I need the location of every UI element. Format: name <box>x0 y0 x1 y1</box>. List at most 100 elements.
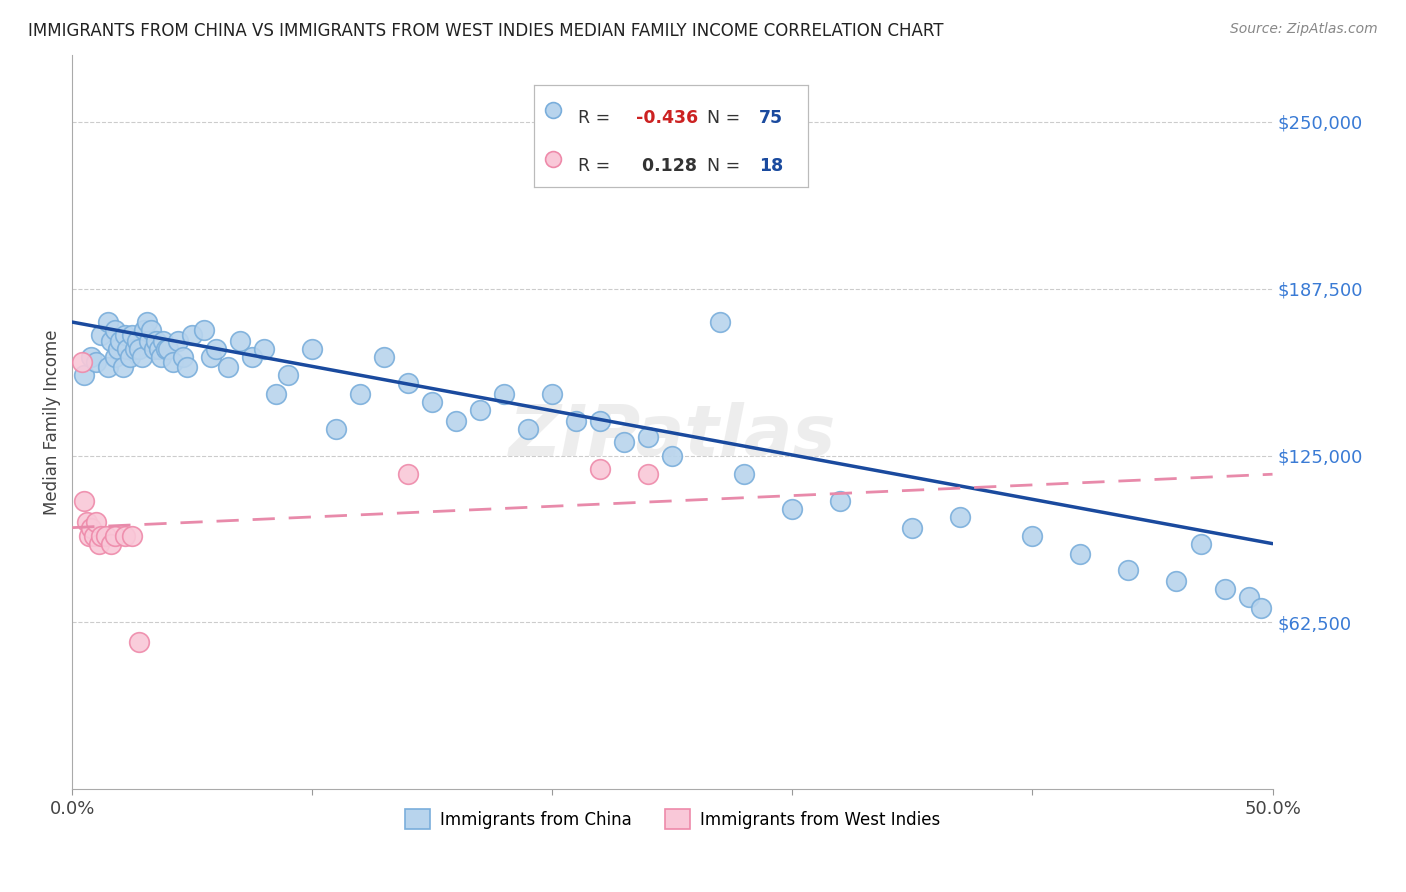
Point <box>176 360 198 375</box>
Point <box>80 350 103 364</box>
Point <box>166 334 188 348</box>
Point <box>100 536 122 550</box>
Point <box>396 376 419 391</box>
Point <box>100 334 122 348</box>
Point <box>114 328 136 343</box>
Point <box>830 494 852 508</box>
Point <box>104 350 127 364</box>
Point <box>110 334 132 348</box>
Point <box>76 516 98 530</box>
Point <box>162 355 184 369</box>
Point <box>84 516 107 530</box>
Point <box>1237 590 1260 604</box>
Point <box>131 350 153 364</box>
Point <box>138 334 160 348</box>
Point <box>301 342 323 356</box>
Point <box>1250 600 1272 615</box>
Point <box>117 342 139 356</box>
Y-axis label: Median Family Income: Median Family Income <box>44 329 60 515</box>
Point <box>90 328 112 343</box>
Text: 18: 18 <box>759 157 783 175</box>
Point <box>217 360 239 375</box>
Point <box>125 334 148 348</box>
Point <box>1069 547 1091 561</box>
Point <box>349 387 371 401</box>
Point <box>83 528 105 542</box>
Point <box>541 387 564 401</box>
Point <box>73 368 96 383</box>
Point <box>114 528 136 542</box>
Text: IMMIGRANTS FROM CHINA VS IMMIGRANTS FROM WEST INDIES MEDIAN FAMILY INCOME CORREL: IMMIGRANTS FROM CHINA VS IMMIGRANTS FROM… <box>28 22 943 40</box>
Point <box>134 323 156 337</box>
Point <box>543 103 565 118</box>
Point <box>148 342 170 356</box>
Point <box>229 334 252 348</box>
Legend: Immigrants from China, Immigrants from West Indies: Immigrants from China, Immigrants from W… <box>398 802 946 836</box>
Point <box>589 414 612 428</box>
Point <box>240 350 263 364</box>
Point <box>266 387 288 401</box>
Point <box>111 360 134 375</box>
Point <box>1021 528 1043 542</box>
Text: ZIPatlas: ZIPatlas <box>509 402 837 471</box>
Point <box>470 403 492 417</box>
Point <box>150 350 173 364</box>
Point <box>141 323 163 337</box>
Point <box>107 342 129 356</box>
Point <box>155 342 177 356</box>
Point <box>84 355 107 369</box>
Point <box>97 360 120 375</box>
Point <box>373 350 395 364</box>
Point <box>97 315 120 329</box>
Text: -0.436: -0.436 <box>636 109 697 127</box>
Point <box>145 334 167 348</box>
Point <box>733 467 755 482</box>
Point <box>901 521 924 535</box>
Point <box>565 414 588 428</box>
Point <box>77 528 100 542</box>
Point <box>949 510 972 524</box>
Point <box>661 449 683 463</box>
Point <box>124 342 146 356</box>
Point <box>94 528 117 542</box>
Point <box>637 430 659 444</box>
Point <box>104 323 127 337</box>
Point <box>121 328 143 343</box>
Point <box>517 422 540 436</box>
Point <box>420 395 443 409</box>
Point <box>396 467 419 482</box>
Point <box>205 342 228 356</box>
Point <box>446 414 468 428</box>
Point <box>73 494 96 508</box>
Point <box>70 355 93 369</box>
Point <box>1189 536 1212 550</box>
Point <box>709 315 731 329</box>
Point <box>135 315 157 329</box>
Text: 0.128: 0.128 <box>636 157 697 175</box>
Point <box>1118 563 1140 577</box>
Point <box>494 387 516 401</box>
Point <box>253 342 276 356</box>
Point <box>172 350 194 364</box>
Point <box>782 502 804 516</box>
Text: N =: N = <box>707 109 745 127</box>
Point <box>128 635 150 649</box>
Point <box>200 350 222 364</box>
Point <box>325 422 347 436</box>
Point <box>1166 574 1188 588</box>
Text: R =: R = <box>578 157 616 175</box>
Point <box>87 536 110 550</box>
Point <box>589 462 612 476</box>
Point <box>118 350 141 364</box>
Point <box>613 435 636 450</box>
Text: 75: 75 <box>759 109 783 127</box>
Point <box>277 368 299 383</box>
Point <box>543 152 565 166</box>
Point <box>121 528 143 542</box>
Point <box>152 334 174 348</box>
Point <box>157 342 180 356</box>
Point <box>104 528 127 542</box>
Point <box>193 323 215 337</box>
Point <box>80 521 103 535</box>
Point <box>128 342 150 356</box>
